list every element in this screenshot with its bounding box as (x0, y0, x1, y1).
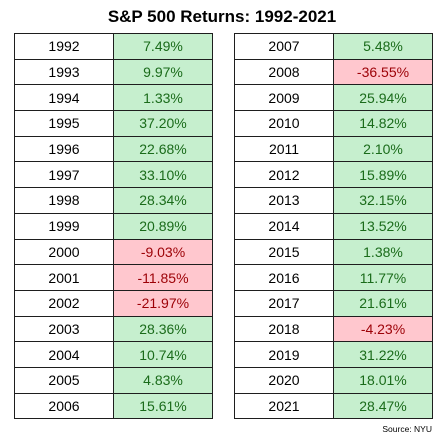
year-cell: 2010 (234, 110, 334, 137)
year-cell: 2017 (234, 289, 334, 317)
return-cell: 28.36% (113, 315, 213, 343)
returns-table-left: 1992 7.49% 1993 9.97% 1994 1.33% 1995 37.20% 199… (14, 33, 213, 420)
year-cell: 2018 (234, 315, 334, 343)
year-cell: 2005 (14, 366, 114, 394)
table-row: 2013 32.15% (234, 187, 433, 214)
year-cell: 1993 (14, 58, 114, 86)
return-cell: 21.61% (333, 289, 433, 317)
year-cell: 2012 (234, 161, 334, 189)
return-cell: -36.55% (333, 58, 433, 86)
table-row: 2000 -9.03% (14, 238, 213, 266)
return-cell: 32.15% (333, 187, 433, 214)
source-note: Source: NYU (382, 424, 432, 434)
table-row: 2002 -21.97% (14, 289, 213, 317)
return-cell: 1.38% (333, 238, 433, 266)
table-row: 2017 21.61% (234, 289, 433, 317)
table-row: 2016 11.77% (234, 264, 433, 291)
year-cell: 2015 (234, 238, 334, 266)
year-cell: 2011 (234, 135, 334, 163)
table-row: 2007 5.48% (234, 33, 433, 60)
table-row: 2020 18.01% (234, 366, 433, 394)
return-cell: 28.47% (333, 392, 433, 420)
year-cell: 2003 (14, 315, 114, 343)
year-cell: 2004 (14, 341, 114, 368)
table-row: 2008 -36.55% (234, 58, 433, 86)
table-row: 1998 28.34% (14, 187, 213, 214)
returns-table-right: 2007 5.48% 2008 -36.55% 2009 25.94% 2010 14.82%… (234, 33, 433, 420)
table-row: 1992 7.49% (14, 33, 213, 60)
year-cell: 1994 (14, 84, 114, 112)
year-cell: 2021 (234, 392, 334, 420)
return-cell: -21.97% (113, 289, 213, 317)
year-cell: 2008 (234, 58, 334, 86)
year-cell: 1998 (14, 187, 114, 214)
year-cell: 2013 (234, 187, 334, 214)
return-cell: 15.89% (333, 161, 433, 189)
table-row: 2019 31.22% (234, 341, 433, 368)
year-cell: 2014 (234, 212, 334, 240)
table-row: 2018 -4.23% (234, 315, 433, 343)
year-cell: 2007 (234, 33, 334, 60)
return-cell: 5.48% (333, 33, 433, 60)
year-cell: 2009 (234, 84, 334, 112)
year-cell: 1999 (14, 212, 114, 240)
table-row: 2012 15.89% (234, 161, 433, 189)
return-cell: 13.52% (333, 212, 433, 240)
year-cell: 2016 (234, 264, 334, 291)
table-row: 2003 28.36% (14, 315, 213, 343)
table-row: 1997 33.10% (14, 161, 213, 189)
year-cell: 2001 (14, 264, 114, 291)
chart-title: S&P 500 Returns: 1992-2021 (107, 7, 337, 26)
year-cell: 1992 (14, 33, 114, 60)
table-row: 1995 37.20% (14, 110, 213, 137)
return-cell: 11.77% (333, 264, 433, 291)
year-cell: 2019 (234, 341, 334, 368)
return-cell: -11.85% (113, 264, 213, 291)
return-cell: 18.01% (333, 366, 433, 394)
return-cell: 1.33% (113, 84, 213, 112)
return-cell: 22.68% (113, 135, 213, 163)
return-cell: 2.10% (333, 135, 433, 163)
table-row: 1994 1.33% (14, 84, 213, 112)
table-row: 2001 -11.85% (14, 264, 213, 291)
table-row: 1999 20.89% (14, 212, 213, 240)
return-cell: 14.82% (333, 110, 433, 137)
return-cell: -4.23% (333, 315, 433, 343)
return-cell: 28.34% (113, 187, 213, 214)
return-cell: 25.94% (333, 84, 433, 112)
return-cell: 37.20% (113, 110, 213, 137)
table-row: 2006 15.61% (14, 392, 213, 420)
table-row: 1993 9.97% (14, 58, 213, 86)
return-cell: 20.89% (113, 212, 213, 240)
year-cell: 1995 (14, 110, 114, 137)
return-cell: 7.49% (113, 33, 213, 60)
return-cell: 4.83% (113, 366, 213, 394)
year-cell: 1997 (14, 161, 114, 189)
table-row: 1996 22.68% (14, 135, 213, 163)
return-cell: 10.74% (113, 341, 213, 368)
year-cell: 1996 (14, 135, 114, 163)
year-cell: 2000 (14, 238, 114, 266)
year-cell: 2002 (14, 289, 114, 317)
year-cell: 2020 (234, 366, 334, 394)
table-row: 2004 10.74% (14, 341, 213, 368)
return-cell: 15.61% (113, 392, 213, 420)
table-row: 2005 4.83% (14, 366, 213, 394)
table-row: 2009 25.94% (234, 84, 433, 112)
return-cell: 31.22% (333, 341, 433, 368)
table-row: 2011 2.10% (234, 135, 433, 163)
table-row: 2014 13.52% (234, 212, 433, 240)
return-cell: 9.97% (113, 58, 213, 86)
table-row: 2010 14.82% (234, 110, 433, 137)
return-cell: 33.10% (113, 161, 213, 189)
table-row: 2021 28.47% (234, 392, 433, 420)
return-cell: -9.03% (113, 238, 213, 266)
table-row: 2015 1.38% (234, 238, 433, 266)
year-cell: 2006 (14, 392, 114, 420)
